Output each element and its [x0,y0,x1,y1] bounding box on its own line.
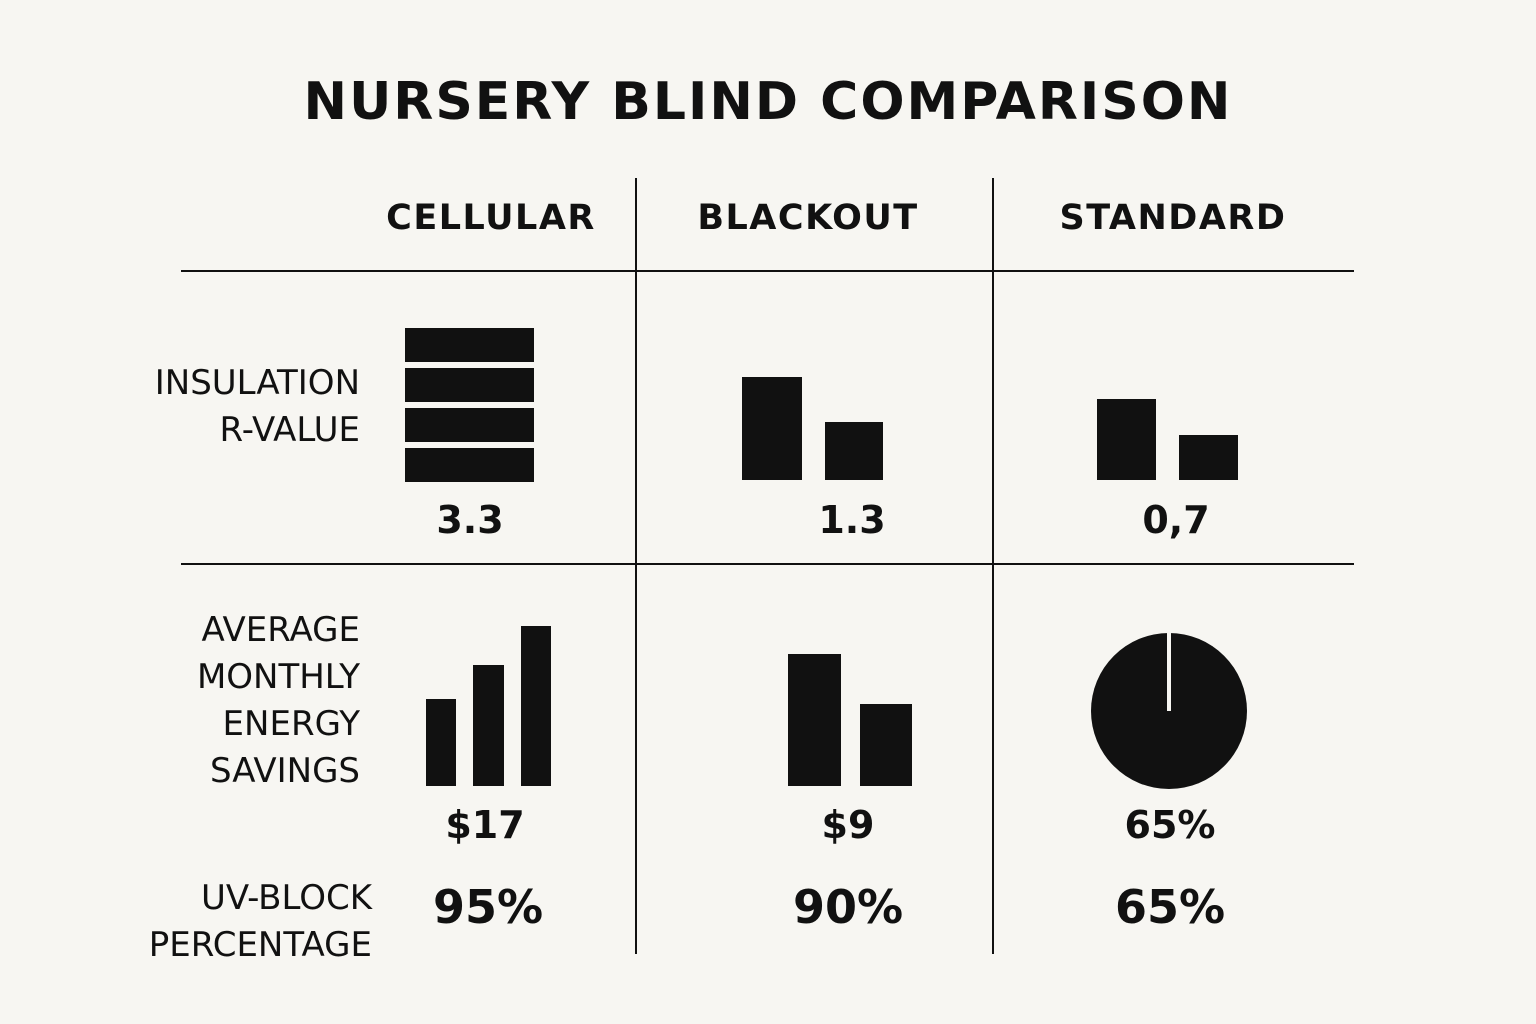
row-label-energy-savings: AVERAGE MONTHLY ENERGY SAVINGS [196,610,360,791]
value-standard-insulation: 0,7 [1142,498,1210,542]
value-blackout-uv: 90% [792,880,904,934]
two-bars-icon [1097,399,1238,480]
pie-chart-icon [1091,633,1247,789]
column-divider [635,178,637,954]
column-header-cellular: CELLULAR [386,198,596,238]
value-cellular-uv: 95% [432,880,544,934]
value-standard-energy: 65% [1124,803,1216,847]
bar-chart-icon [426,626,551,786]
column-header-blackout: BLACKOUT [697,198,919,238]
column-header-standard: STANDARD [1059,198,1287,238]
two-bars-icon [788,654,912,786]
chart-title: NURSERY BLIND COMPARISON [303,72,1233,132]
value-cellular-energy: $17 [445,803,525,847]
row-label-insulation: INSULATION R-VALUE [154,363,360,450]
column-divider [992,178,994,954]
value-blackout-insulation: 1.3 [818,498,886,542]
two-bars-icon [742,377,883,480]
row-label-uv-block: UV-BLOCK PERCENTAGE [148,878,372,965]
value-cellular-insulation: 3.3 [436,498,504,542]
stacked-bars-icon [405,328,534,482]
value-standard-uv: 65% [1114,880,1226,934]
value-blackout-energy: $9 [821,803,875,847]
row-divider [181,563,1354,565]
row-divider [181,270,1354,272]
